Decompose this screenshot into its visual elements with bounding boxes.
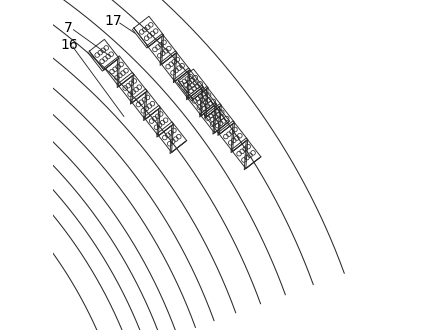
Text: 7: 7	[64, 21, 73, 35]
Text: 17: 17	[104, 15, 122, 28]
Text: 16: 16	[60, 38, 78, 51]
